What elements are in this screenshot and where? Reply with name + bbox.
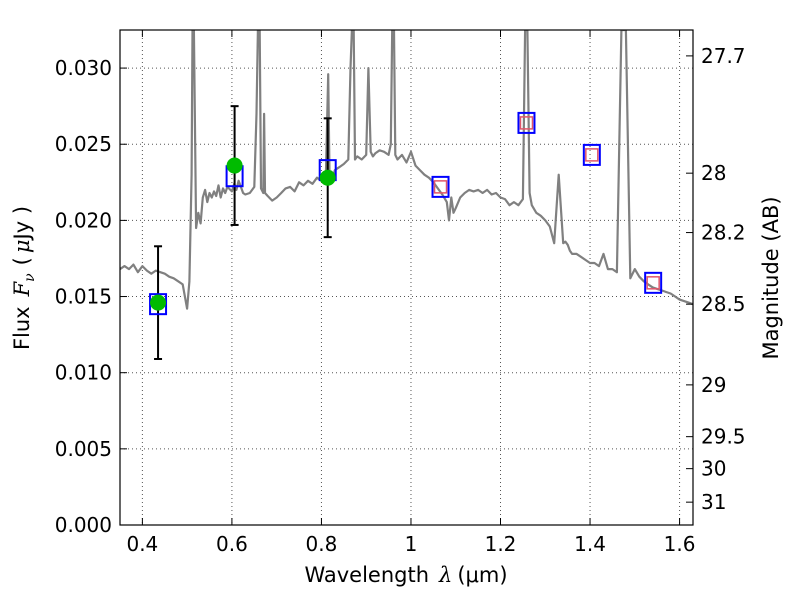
y2-tick-label-1: 28 — [701, 161, 726, 185]
y2-tick-label-4: 29 — [701, 373, 726, 397]
model-sed-line-group — [120, 30, 693, 310]
x-axis-title: Wavelength λ (μm) — [304, 563, 507, 587]
series-line-0 — [120, 30, 693, 310]
y2-tick-labels: 27.7 28 28.2 28.5 29 29.5 30 31 — [701, 44, 746, 514]
x-tick-label-5: 1.4 — [574, 532, 606, 556]
model-band-square-0 — [149, 293, 168, 316]
y-tick-label-4: 0.020 — [55, 208, 112, 232]
x-tick-label-4: 1.2 — [485, 532, 517, 556]
model-band-red-square-3 — [646, 276, 660, 290]
y2-tick-label-7: 31 — [701, 490, 726, 514]
plot-frame — [119, 29, 694, 526]
y2-axis-title: Magnitude (AB) — [759, 196, 783, 359]
blue-squares — [149, 111, 663, 316]
model-band-square-4 — [517, 111, 536, 134]
y2-tick-label-3: 28.5 — [701, 292, 746, 316]
x-tick-label-1: 0.6 — [216, 532, 248, 556]
y-tick-label-5: 0.025 — [55, 132, 112, 156]
axis-ticks — [120, 30, 693, 526]
y-tick-label-2: 0.010 — [55, 361, 112, 385]
x-tick-label-6: 1.6 — [664, 532, 696, 556]
y2-tick-label-6: 30 — [701, 457, 726, 481]
x-tick-label-2: 0.8 — [306, 532, 338, 556]
x-tick-label-0: 0.4 — [126, 532, 158, 556]
y-tick-label-3: 0.015 — [55, 285, 112, 309]
y-axis-title: FluxFν(μJy ) — [10, 206, 38, 350]
red-squares — [433, 116, 660, 290]
y-tick-label-6: 0.030 — [55, 56, 112, 80]
x-tick-labels: 0.4 0.6 0.8 1 1.2 1.4 1.6 — [126, 532, 695, 556]
y2-tick-label-0: 27.7 — [701, 44, 746, 68]
y2-tick-label-5: 29.5 — [701, 425, 746, 449]
observed-point-1 — [226, 157, 243, 174]
y2-tick-label-2: 28.2 — [701, 221, 746, 245]
model-band-square-3 — [431, 175, 450, 198]
grid-lines — [120, 30, 693, 526]
observed-point-0 — [150, 294, 167, 311]
observed-points — [150, 157, 336, 311]
model-band-square-6 — [644, 271, 663, 294]
y-tick-labels: 0.000 0.005 0.010 0.015 0.020 0.025 0.030 — [55, 56, 112, 537]
y-tick-label-1: 0.005 — [55, 437, 112, 461]
model-band-red-square-2 — [585, 148, 599, 162]
y-tick-label-0: 0.000 — [55, 513, 112, 537]
model-band-red-square-1 — [519, 116, 534, 130]
model-band-square-5 — [582, 143, 601, 166]
model-band-red-square-0 — [433, 180, 448, 194]
observed-point-2 — [319, 169, 336, 186]
x-tick-label-3: 1 — [405, 532, 418, 556]
